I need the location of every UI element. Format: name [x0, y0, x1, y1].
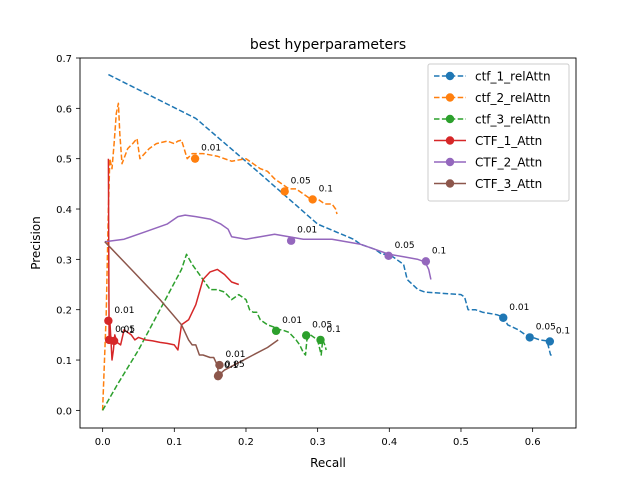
marker-label: 0.05	[115, 325, 135, 335]
legend-label: ctf_2_relAttn	[475, 91, 551, 105]
legend-box	[427, 63, 570, 202]
marker-point	[545, 337, 555, 346]
marker-label: 0.01	[114, 306, 134, 316]
y-tick-label: 0.4	[56, 205, 72, 216]
legend-label: ctf_3_relAttn	[475, 113, 551, 127]
legend-marker	[445, 71, 455, 81]
marker-label: 0.05	[395, 241, 415, 251]
marker-point	[308, 195, 317, 204]
legend-marker	[445, 114, 455, 124]
marker-point	[421, 257, 431, 266]
marker-label: 0.1	[432, 246, 446, 256]
x-tick-label: 0.4	[381, 437, 397, 448]
y-tick-label: 0.3	[56, 255, 72, 266]
series-line-CTF_2_Attn	[104, 214, 432, 280]
y-tick-label: 0.1	[56, 356, 72, 367]
legend-label: CTF_1_Attn	[475, 134, 542, 148]
marker-point	[301, 331, 311, 340]
marker-label: 0.05	[225, 360, 245, 370]
marker-point	[499, 313, 508, 322]
marker-label: 0.1	[319, 184, 333, 194]
marker-label: 0.01	[509, 303, 529, 313]
marker-point	[525, 333, 534, 342]
legend-label: CTF_2_Attn	[475, 156, 542, 170]
marker-point	[104, 316, 113, 325]
x-tick-label: 0.2	[238, 437, 254, 448]
legend-marker	[445, 93, 455, 102]
x-tick-label: 0.3	[310, 437, 326, 448]
marker-point	[280, 187, 289, 196]
y-tick-label: 0.0	[56, 406, 72, 417]
y-tick-label: 0.5	[56, 155, 72, 166]
x-tick-label: 0.0	[95, 437, 111, 448]
marker-point	[384, 251, 393, 261]
x-tick-label: 0.1	[166, 437, 182, 448]
marker-label: 0.1	[120, 326, 134, 336]
x-axis-label: Recall	[310, 456, 346, 470]
series-line-CTF_3_Attn	[104, 241, 279, 376]
marker-point	[190, 154, 200, 163]
legend: ctf_1_relAttn ctf_2_relAttn ctf_3_relAttn C…	[427, 63, 570, 202]
marker-label: 0.01	[282, 316, 302, 326]
marker-point	[213, 371, 223, 381]
marker-label: 0.1	[556, 326, 570, 336]
plot-area: 0.010.05 0.10.010.050.10.01 0.050.10.010.0…	[101, 73, 570, 411]
marker-label: 0.1	[327, 325, 341, 335]
marker-point	[215, 360, 224, 370]
chart-title: best hyperparameters	[250, 37, 406, 53]
marker-label: 0.05	[312, 320, 332, 330]
marker-label: 0.01	[225, 350, 245, 360]
series-line-CTF_1_Attn	[107, 158, 240, 361]
legend-marker	[445, 179, 455, 188]
marker-point	[271, 326, 281, 336]
marker-point	[109, 336, 119, 346]
y-tick-label: 0.2	[56, 306, 72, 317]
y-tick-label: 0.6	[56, 104, 72, 115]
series-line-ctf_2_relAttn	[101, 102, 338, 411]
marker-point	[286, 236, 296, 245]
marker-label: 0.01	[297, 226, 317, 236]
legend-label: CTF_3_Attn	[475, 177, 542, 191]
x-tick-label: 0.6	[525, 437, 541, 448]
x-axis: 0.0 0.1 0.2 0.3 0.4 0.5 0.6	[95, 428, 541, 448]
axes-frame	[79, 57, 577, 429]
legend-label: ctf_1_relAttn	[475, 70, 551, 84]
y-axis: 0.0 0.1 0.2 0.3 0.4 0.5 0.6 0.7	[56, 54, 80, 417]
legend-marker	[445, 136, 455, 145]
y-tick-label: 0.7	[56, 54, 72, 65]
marker-point	[316, 335, 325, 345]
marker-label: 0.05	[291, 176, 311, 186]
marker-label: 0.05	[536, 322, 556, 332]
y-axis-label: Precision	[29, 216, 43, 270]
x-tick-label: 0.5	[453, 437, 469, 448]
marker-label: 0.01	[201, 144, 221, 154]
legend-marker	[445, 157, 455, 167]
marker-label: 0.1	[224, 361, 238, 371]
